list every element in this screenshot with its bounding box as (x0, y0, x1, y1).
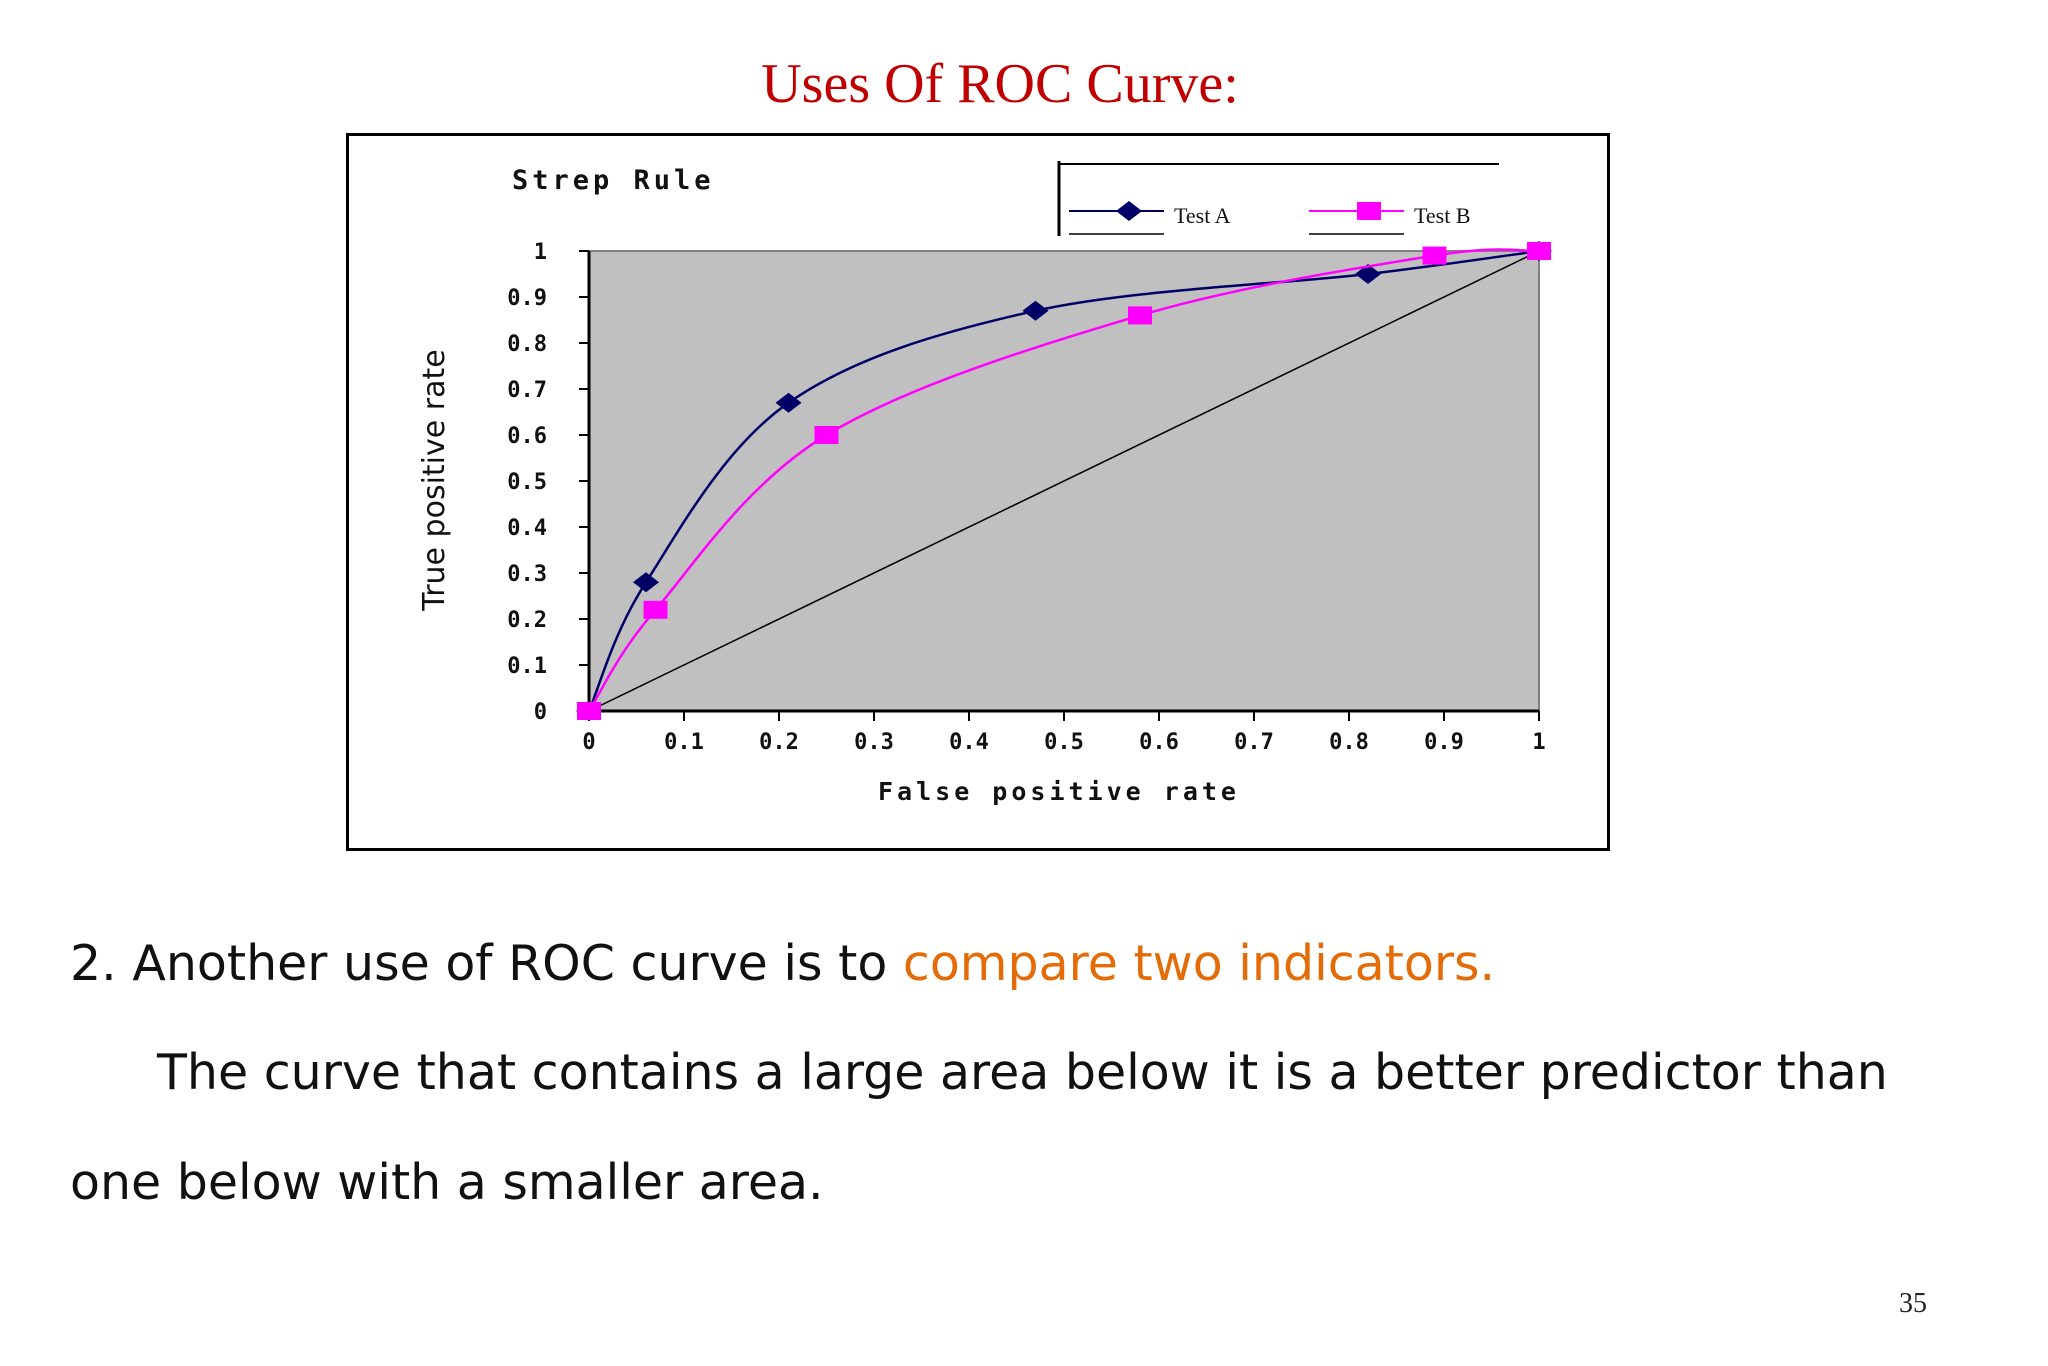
data-point-test-b (1128, 306, 1152, 325)
x-tick-label: 0.3 (854, 730, 894, 755)
y-tick-label: 0 (534, 700, 547, 725)
y-axis-label: True positive rate (417, 349, 452, 611)
data-point-test-b (643, 600, 668, 619)
data-point-test-a (775, 392, 802, 413)
data-point-test-b (814, 426, 839, 444)
highlight-text: compare two indicators. (902, 935, 1496, 992)
y-tick-label: 0.8 (507, 332, 547, 357)
roc-chart-svg: Strep Rule Test A Test B 0 0.1 0.2 0.3 0.4 0.5… (417, 161, 1552, 806)
y-tick-label: 1 (534, 240, 547, 265)
plot-area: 0 0.1 0.2 0.3 0.4 0.5 0.6 0.7 0.8 0.9 1 0 0.1 0.2 0.3 0… (507, 240, 1552, 755)
x-tick-label: 0.6 (1139, 730, 1179, 755)
y-tick-label: 0.9 (507, 286, 547, 311)
x-tick-label: 1 (1532, 730, 1545, 755)
y-tick-label: 0.6 (507, 424, 547, 449)
body-line-1-text: 2. Another use of ROC curve is to (70, 935, 903, 992)
y-tick-label: 0.4 (507, 516, 547, 541)
page-number: 35 (1899, 1288, 1927, 1319)
data-point-test-b (577, 702, 601, 720)
body-line-3: one below with a smaller area. (70, 1154, 824, 1211)
data-point-test-b (1527, 242, 1551, 260)
body-line-2: The curve that contains a large area bel… (157, 1044, 1888, 1101)
legend-marker (1116, 201, 1142, 221)
x-tick-label: 0.4 (949, 730, 989, 755)
x-tick-label: 0.9 (1424, 730, 1464, 755)
chart-title: Strep Rule (512, 165, 715, 196)
data-point-test-b (1422, 246, 1447, 265)
x-tick-label: 0.7 (1234, 730, 1274, 755)
roc-chart: Strep Rule Test A Test B 0 0.1 0.2 0.3 0.4 0.5… (346, 133, 1610, 851)
body-line-1: 2. Another use of ROC curve is to compar… (70, 935, 1495, 992)
legend-label: Test B (1414, 203, 1471, 228)
x-tick-label: 0.2 (759, 730, 799, 755)
x-tick-label: 0 (582, 730, 595, 755)
y-tick-label: 0.5 (507, 470, 547, 495)
data-point-test-a (1355, 264, 1381, 284)
legend-marker (1357, 202, 1381, 220)
chart-legend: Test A Test B (1057, 161, 1499, 236)
y-tick-label: 0.1 (507, 654, 547, 679)
x-tick-label: 0.5 (1044, 730, 1084, 755)
x-axis-label: False positive rate (878, 777, 1240, 806)
slide-title: Uses Of ROC Curve: (761, 53, 1239, 115)
legend-label: Test A (1174, 203, 1231, 228)
data-point-test-a (1022, 300, 1049, 321)
data-point-test-a (633, 572, 659, 593)
y-tick-label: 0.7 (507, 378, 547, 403)
x-tick-label: 0.1 (664, 730, 704, 755)
reference-diagonal-line (588, 250, 1540, 712)
y-tick-label: 0.2 (507, 608, 547, 633)
x-tick-label: 0.8 (1329, 730, 1369, 755)
y-tick-label: 0.3 (507, 562, 547, 587)
